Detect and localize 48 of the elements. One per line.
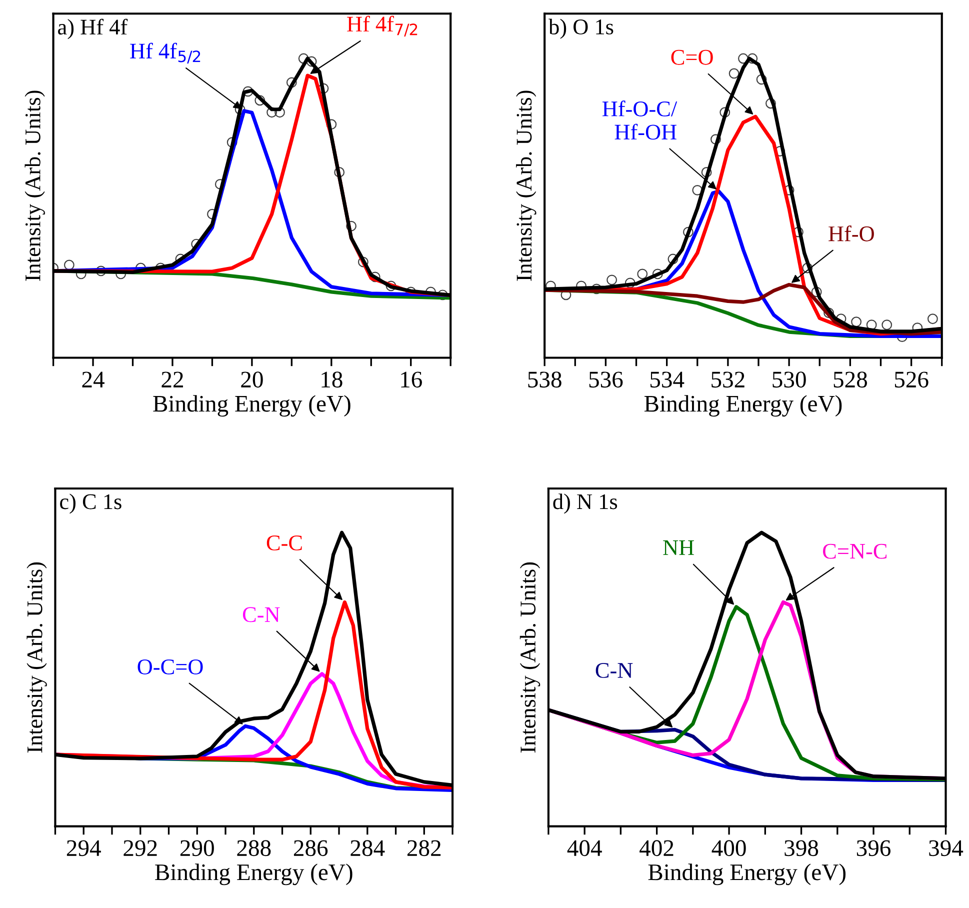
x-tick-label: 294 [66, 840, 101, 856]
series-label: C-N [596, 662, 633, 678]
x-tick-label: 526 [894, 372, 928, 388]
x-tick-label: 24 [82, 372, 104, 388]
text: C-N [242, 607, 280, 622]
chart-title: b) O 1s [548, 18, 614, 39]
x-tick-label: 16 [401, 372, 422, 388]
x-tick-label: 538 [528, 372, 562, 388]
text: C-C [266, 536, 302, 550]
x-tick-label: 398 [784, 840, 818, 856]
x-axis-title: Binding Energy (eV) [153, 395, 350, 417]
x-tick-label: 288 [237, 840, 271, 856]
chart-title: d) N 1s [553, 494, 618, 514]
x-tick-label: 22 [162, 372, 183, 388]
x-tick-label: 282 [407, 840, 441, 856]
text: Hf-O-C/ Hf-OH [602, 100, 678, 140]
x-tick-label: 290 [180, 840, 214, 856]
x-tick-label: 20 [241, 372, 263, 388]
x-tick-label: 530 [772, 372, 806, 388]
x-tick-label: 534 [650, 372, 684, 388]
y-axis-title: Intensity (Arb. Units) [26, 562, 47, 753]
x-axis-title: Binding Energy (eV) [155, 864, 352, 886]
text: Hf-O [828, 225, 874, 242]
text: Hf 4f$_{7/2}$ [347, 16, 418, 37]
x-tick-label: 402 [640, 840, 674, 856]
x-axis-title: Binding Energy (eV) [648, 864, 846, 886]
x-tick-label: 532 [712, 372, 744, 388]
text: C=O [671, 50, 713, 65]
x-axis-title: Binding Energy (eV) [644, 395, 842, 417]
chart-title: c) C 1s [60, 494, 122, 514]
y-axis-title: Intensity (Arb. Units) [516, 90, 536, 281]
chart-title: a) Hf 4f [58, 18, 128, 40]
y-axis-title: Intensity (Arb. Units) [520, 562, 540, 753]
x-tick-label: 396 [856, 840, 891, 856]
x-tick-label: 18 [322, 372, 342, 388]
x-tick-label: 528 [834, 372, 867, 388]
x-tick-label: 536 [589, 372, 623, 388]
x-tick-label: 286 [294, 840, 328, 856]
y-axis-title: Intensity (Arb. Units) [24, 90, 45, 281]
text: Hf 4f$_{5/2}$ [130, 42, 200, 64]
x-tick-label: 394 [929, 840, 964, 856]
text: O-C=O [138, 659, 203, 674]
x-tick-label: 404 [567, 840, 602, 856]
text: C=N-C [823, 544, 887, 559]
x-tick-label: 292 [124, 840, 157, 856]
text: NH [663, 540, 694, 555]
x-tick-label: 400 [712, 840, 746, 856]
x-tick-label: 284 [350, 840, 385, 856]
